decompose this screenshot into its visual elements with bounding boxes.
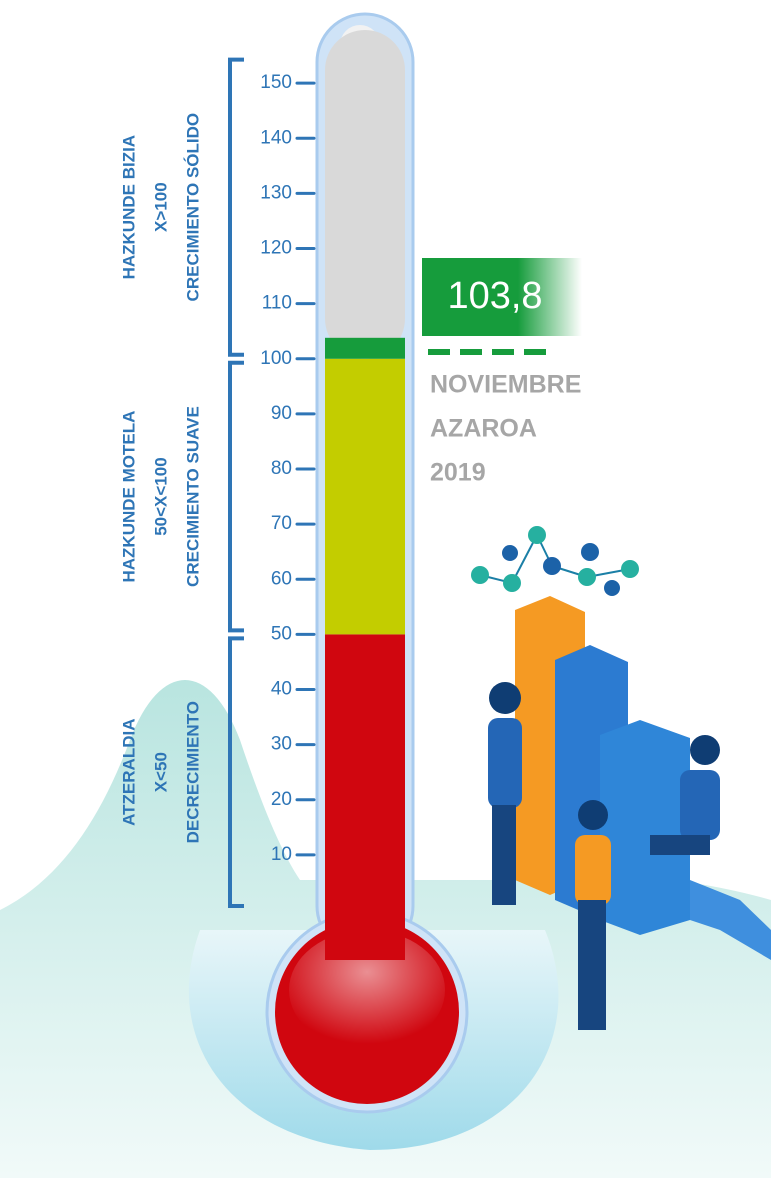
zone-label: CRECIMIENTO SUAVE <box>183 406 202 587</box>
date-label: NOVIEMBRE <box>430 371 581 399</box>
y-tick-label: 30 <box>271 734 292 755</box>
y-tick-label: 20 <box>271 789 292 810</box>
zone-label: X>100 <box>151 182 170 232</box>
value-band <box>325 337 405 359</box>
y-tick-label: 130 <box>260 182 292 203</box>
value-label: 103,8 <box>447 275 542 317</box>
zone-label: HAZKUNDE BIZIA <box>119 135 138 280</box>
zone-label: ATZERALDIA <box>119 719 138 826</box>
band <box>325 634 405 960</box>
band <box>325 30 405 359</box>
y-tick-label: 50 <box>271 623 292 644</box>
y-tick-label: 120 <box>260 238 292 259</box>
y-tick-label: 40 <box>271 679 292 700</box>
y-tick-label: 60 <box>271 568 292 589</box>
y-tick-label: 150 <box>260 72 292 93</box>
y-tick-label: 80 <box>271 458 292 479</box>
y-tick-label: 90 <box>271 403 292 424</box>
date-label: AZAROA <box>430 415 537 443</box>
y-tick-label: 100 <box>260 348 292 369</box>
zone-label: 50<X<100 <box>151 457 170 535</box>
zone-label: X<50 <box>151 752 170 792</box>
zone-label: DECRECIMIENTO <box>183 701 202 843</box>
zone-label: HAZKUNDE MOTELA <box>119 411 138 583</box>
bracket <box>228 57 244 357</box>
bracket <box>228 636 244 908</box>
value-box <box>422 258 582 336</box>
band <box>325 358 405 635</box>
y-tick-label: 10 <box>271 844 292 865</box>
bracket <box>228 360 244 633</box>
tube-fill: ATZERALDIA X<50 DECRECIMIENTO HAZKUNDE MOTE… <box>119 30 405 960</box>
y-tick-label: 110 <box>262 293 292 314</box>
illustration <box>471 526 771 1030</box>
y-tick-label: 140 <box>260 127 292 148</box>
date-label: 2019 <box>430 459 486 487</box>
y-tick-label: 70 <box>271 513 292 534</box>
zone-label: CRECIMIENTO SÓLIDO <box>183 113 202 302</box>
